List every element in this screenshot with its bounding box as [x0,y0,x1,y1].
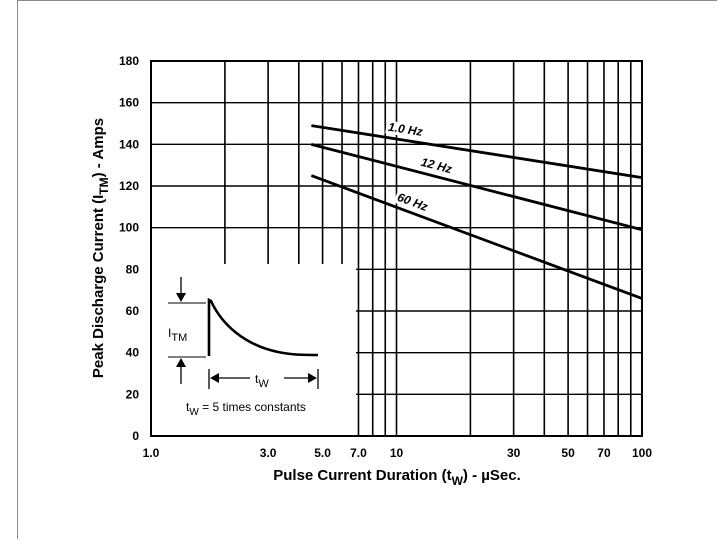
inset-background [152,264,356,435]
x-tick-label: 3.0 [260,446,277,460]
x-tick-label: 5.0 [314,446,331,460]
x-tick-label: 10 [390,446,404,460]
series-label: 1.0 Hz [385,120,429,140]
plot-area-border [150,60,643,437]
x-axis-title: Pulse Current Duration (tW) - µSec. [273,467,521,488]
itm-arrow-top-head [176,293,186,302]
itm-arrow-bottom-head [176,358,186,367]
x-tick-label: 100 [632,446,652,460]
x-tick-label: 30 [507,446,521,460]
series-line [311,124,643,180]
y-tick-label: 0 [132,429,139,443]
pulse-waveform-curve [207,297,319,357]
y-tick-labels: 0 20 40 60 80 100 120 140 160 180 [119,54,139,443]
y-tick-label: 60 [126,304,140,318]
series-label: 60 Hz [393,190,438,217]
itm-label: ITM [168,326,187,344]
tw-arrow-left-head [210,373,219,383]
x-tick-label: 1.0 [143,446,160,460]
series-label-bg [393,190,438,217]
y-tick-label: 120 [119,179,139,193]
pulse-waveform-inset: ITM tW tW = 5 times constants [152,264,356,435]
tw-label: tW [255,372,269,390]
series-label-bg [385,120,429,140]
series-label-text: 60 Hz [395,190,429,214]
y-tick-label: 40 [126,346,140,360]
x-tick-label: 7.0 [350,446,367,460]
y-tick-label: 20 [126,387,140,401]
y-tick-label: 180 [119,54,139,68]
x-tick-labels: 1.0 3.0 5.0 7.0 10 30 50 70 100 [143,446,653,460]
y-tick-label: 160 [119,96,139,110]
y-tick-label: 80 [126,262,140,276]
series-line [311,142,643,232]
tw-arrow-right-head [308,373,317,383]
x-tick-label: 50 [561,446,575,460]
series-label-bg [417,155,462,179]
x-tick-label: 70 [597,446,611,460]
inset-caption: tW = 5 times constants [186,400,306,418]
series-lines [310,124,643,300]
series-line [310,174,643,300]
y-tick-label: 140 [119,137,139,151]
y-tick-label: 100 [119,221,139,235]
y-axis-title: Peak Discharge Current (ITM) - Amps [90,118,111,378]
chart-frame [17,0,717,539]
series-label-text: 1.0 Hz [387,120,423,139]
